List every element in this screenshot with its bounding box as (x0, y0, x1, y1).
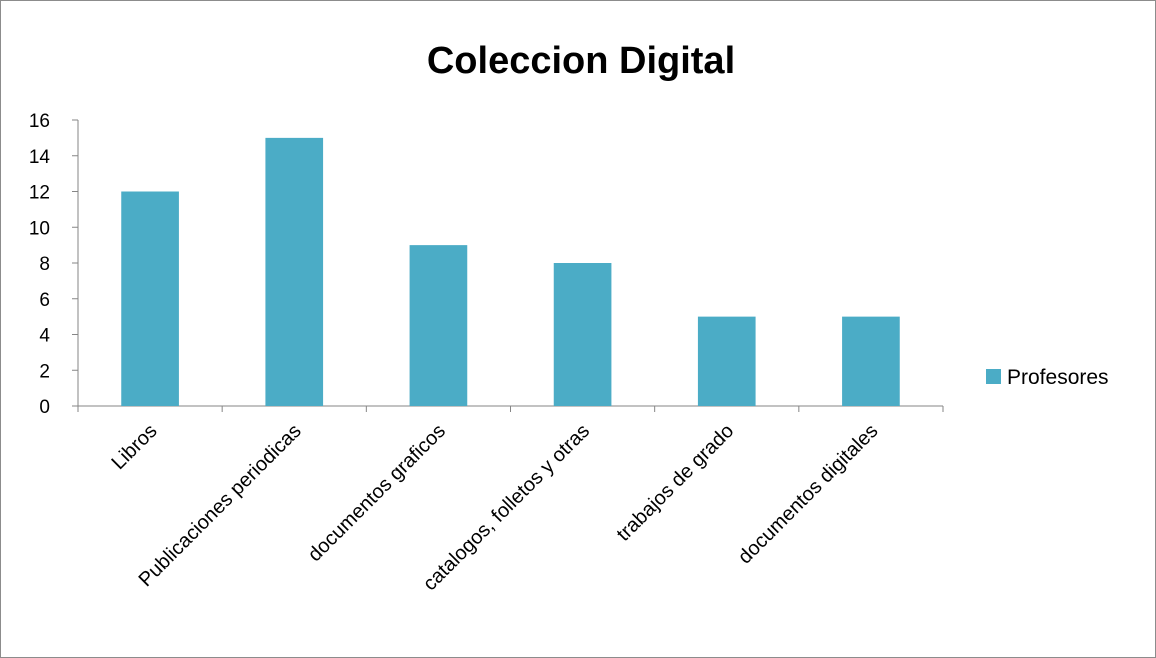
y-tick-label: 10 (29, 218, 50, 239)
chart-title: Coleccion Digital (427, 40, 735, 82)
x-category-label: trabajos de grado (613, 420, 739, 546)
bar (842, 316, 900, 406)
bar-series (121, 137, 900, 406)
x-category-label: catalogos, folletos y otras (419, 420, 594, 595)
y-tick-label: 2 (39, 361, 50, 382)
bar (697, 316, 756, 406)
y-tick-label: 8 (39, 254, 50, 275)
y-tick-label: 14 (29, 147, 51, 168)
legend-label: Profesores (1007, 366, 1109, 389)
y-tick-label: 6 (39, 290, 50, 311)
y-axis: 0 2 4 6 8 10 12 14 16 (29, 111, 79, 418)
bar (265, 137, 324, 406)
legend-swatch (986, 369, 1001, 384)
bar (121, 191, 179, 406)
x-category-label: Libros (108, 420, 162, 474)
x-category-label: documentos graficos (304, 420, 450, 566)
y-tick-label: 4 (39, 326, 50, 347)
bar (553, 263, 612, 406)
legend: Profesores (986, 366, 1109, 389)
y-tick-label: 0 (39, 397, 50, 418)
x-category-label: documentos digitales (734, 420, 882, 568)
y-tick-label: 12 (29, 183, 50, 204)
bar (409, 245, 468, 406)
x-category-label: Publicaciones periodicas (135, 420, 306, 591)
y-tick-label: 16 (29, 111, 50, 132)
